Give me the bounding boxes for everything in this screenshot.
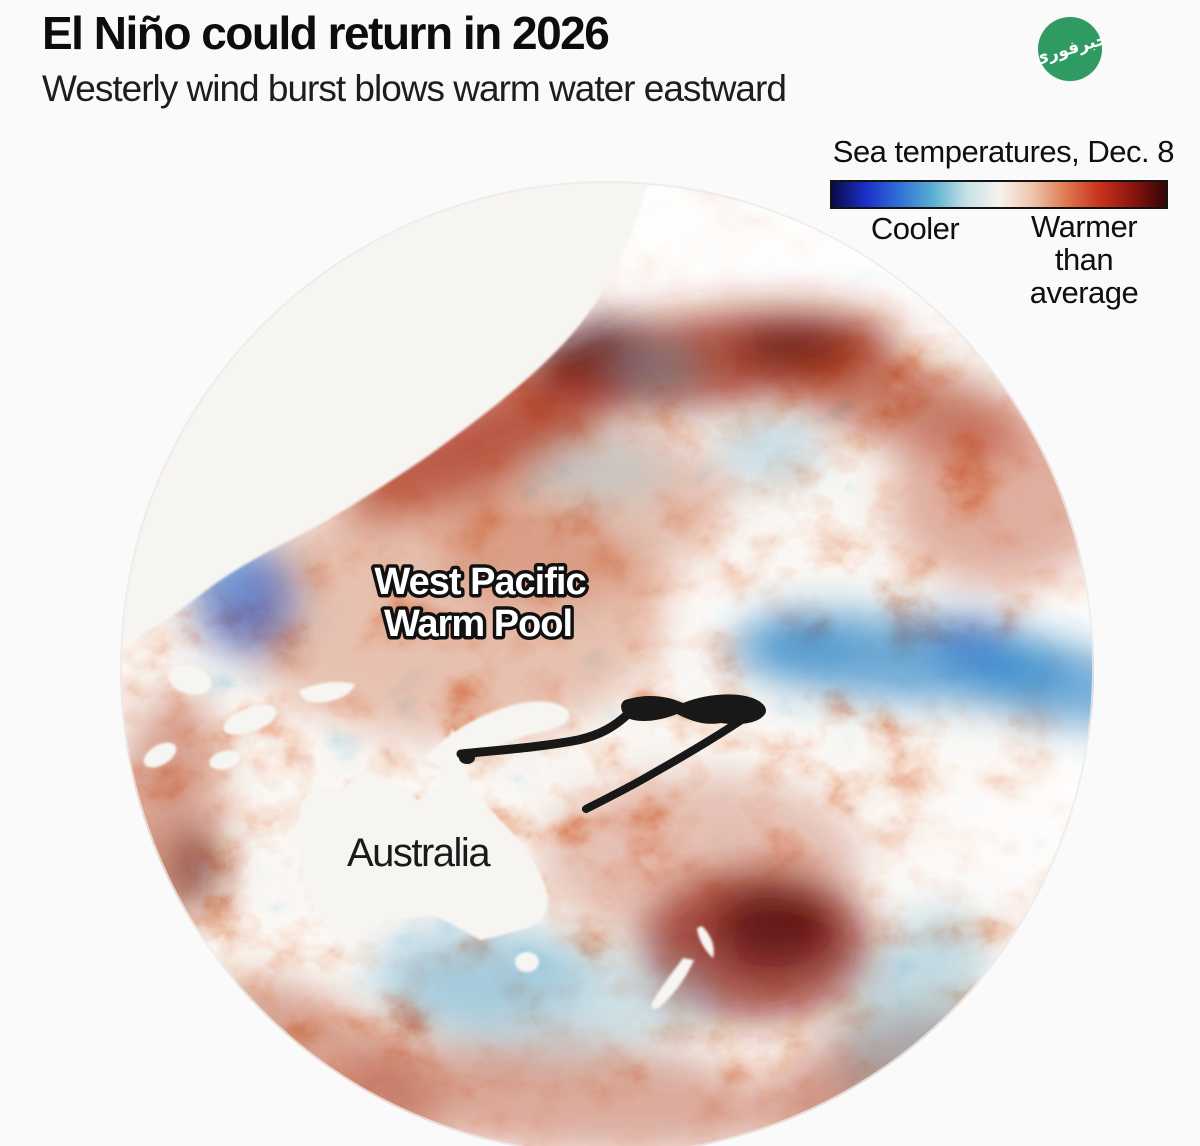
- land-island-small-1: [143, 742, 177, 768]
- legend-title: Sea temperatures, Dec. 8: [832, 134, 1175, 169]
- arrow-barb: [582, 709, 756, 813]
- map-labels: West Pacific Warm Pool Australia: [347, 558, 591, 876]
- legend-cooler-label: Cooler: [870, 211, 960, 246]
- arrow-tail: [456, 709, 633, 759]
- land-australia: [298, 728, 548, 940]
- legend-warmer-line-3: average: [1029, 274, 1139, 310]
- warm-anomaly-regions: [120, 308, 1094, 1146]
- land-new-zealand-north: [697, 926, 714, 958]
- legend-warmer-label: Warmer than average: [998, 209, 1170, 310]
- warm-pool-label-line2: Warm Pool: [384, 603, 572, 645]
- land-island-small-2: [209, 750, 241, 770]
- arrow-head: [621, 694, 766, 725]
- land-borneo: [168, 665, 212, 695]
- land-sulawesi: [300, 682, 355, 703]
- legend-gradient-bar: [830, 180, 1168, 209]
- header: El Niño could return in 2026 Westerly wi…: [42, 7, 787, 109]
- cool-anomaly-regions: [165, 338, 1094, 1102]
- warm-pool-label-line1: West Pacific: [374, 561, 586, 603]
- land-tasmania: [515, 952, 539, 972]
- legend-warmer-line-1: Warmer: [1030, 209, 1138, 244]
- page-subtitle: Westerly wind burst blows warm water eas…: [42, 67, 787, 109]
- globe-rim: [120, 181, 1094, 1146]
- land-new-zealand-south: [651, 958, 694, 1009]
- page-title: El Niño could return in 2026: [42, 7, 610, 59]
- legend-warmer-line-2: than: [1054, 241, 1114, 277]
- australia-label: Australia: [347, 831, 491, 875]
- brand-logo-text: خبرفوری: [1030, 28, 1110, 70]
- westerly-wind-arrow: [456, 694, 766, 813]
- land-java: [223, 705, 277, 735]
- brand-logo: خبرفوری: [1030, 17, 1110, 81]
